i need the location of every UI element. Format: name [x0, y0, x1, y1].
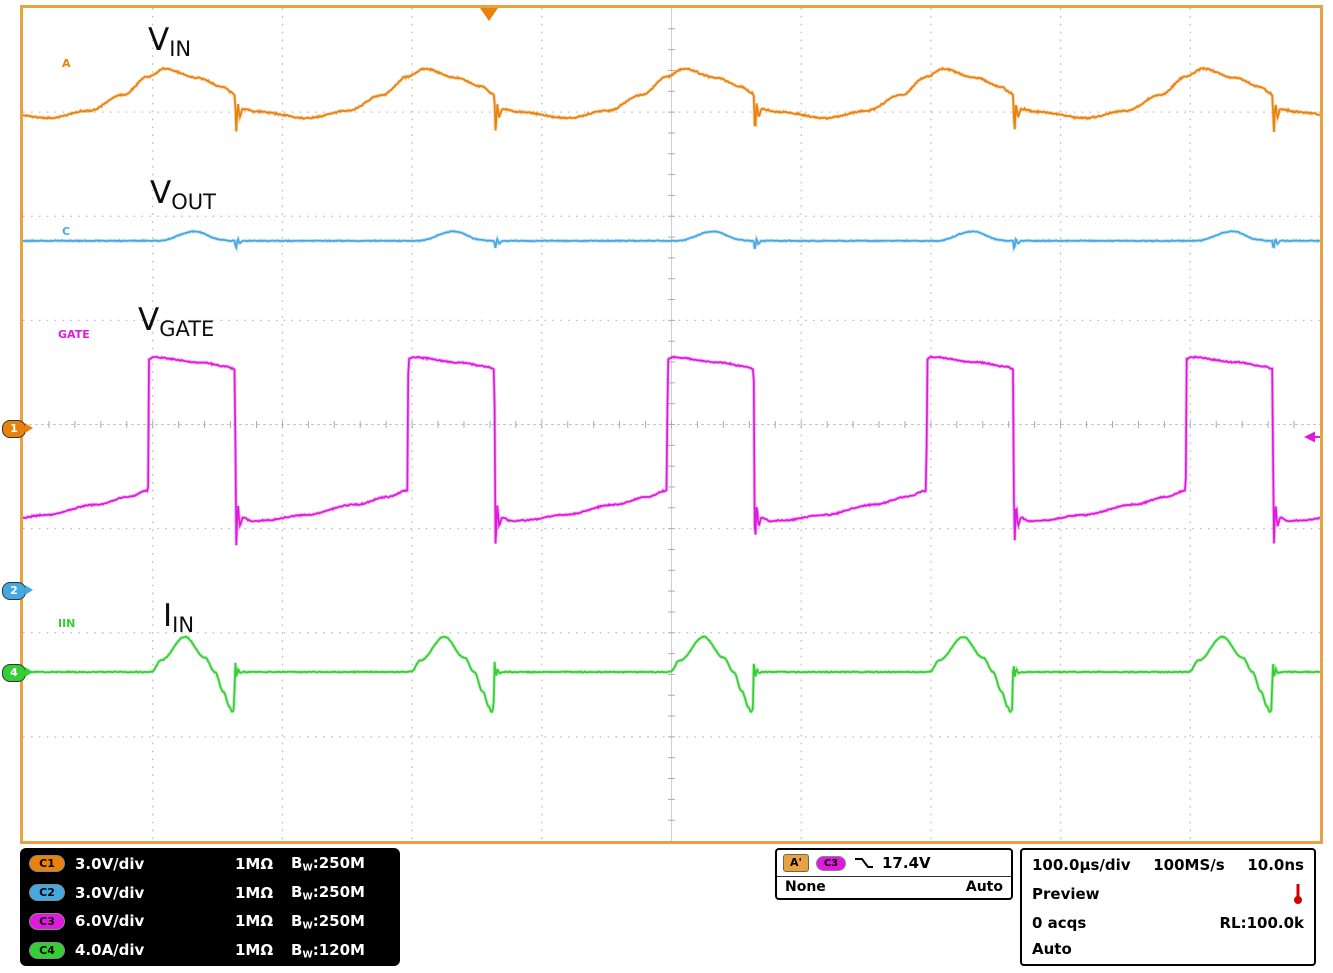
- acquisition-count: 0 acqs: [1032, 914, 1086, 932]
- channel4-impedance: 1MΩ: [235, 941, 291, 959]
- trigger-level-arrow-icon[interactable]: [1304, 432, 1315, 443]
- channel2-ground-marker[interactable]: 2: [2, 582, 26, 600]
- oscilloscope-screen: VIN VOUT VGATE IIN A C GATE IIN 1 2 4 C1…: [0, 0, 1333, 973]
- channel4-badge[interactable]: C4: [29, 942, 65, 959]
- waveform-display: [23, 8, 1320, 841]
- trigger-mode: Auto: [966, 879, 1003, 895]
- channel2-marker-arrow-icon: [25, 585, 33, 595]
- channel1-marker-arrow-icon: [25, 423, 33, 433]
- thermometer-icon: [1292, 882, 1304, 906]
- channel-tag-a: A: [62, 57, 71, 70]
- trigger-a-badge[interactable]: A': [783, 854, 809, 872]
- channel3-readout-row[interactable]: C3 6.0V/div 1MΩ BW:250M: [29, 912, 391, 931]
- trigger-readout-box[interactable]: A' C3 17.4V None Auto: [775, 848, 1013, 900]
- label-vout: VOUT: [150, 175, 216, 214]
- channel3-badge[interactable]: C3: [29, 913, 65, 930]
- channel2-badge[interactable]: C2: [29, 884, 65, 901]
- channel4-bandwidth: BW:120M: [291, 941, 391, 960]
- horizontal-readout-box[interactable]: 100.0µs/div 100MS/s 10.0ns Preview 0 acq…: [1020, 848, 1316, 966]
- label-iin: IIN: [163, 598, 194, 637]
- channel1-ground-marker[interactable]: 1: [2, 420, 26, 438]
- channel1-readout-row[interactable]: C1 3.0V/div 1MΩ BW:250M: [29, 854, 391, 873]
- channel-tag-iin: IIN: [58, 617, 75, 630]
- channel3-bandwidth: BW:250M: [291, 912, 391, 931]
- channel4-scale: 4.0A/div: [75, 941, 235, 959]
- acquisition-mode: Auto: [1032, 940, 1072, 958]
- timebase-value: 100.0µs/div: [1032, 856, 1131, 874]
- channel1-scale: 3.0V/div: [75, 855, 235, 873]
- channel-readout-box[interactable]: C1 3.0V/div 1MΩ BW:250M C2 3.0V/div 1MΩ …: [20, 848, 400, 966]
- channel-tag-gate: GATE: [58, 328, 90, 341]
- label-vgate: VGATE: [138, 302, 214, 341]
- trigger-level-value: 17.4V: [882, 854, 931, 872]
- falling-edge-icon: [853, 855, 875, 871]
- channel2-bandwidth: BW:250M: [291, 883, 391, 902]
- record-length: RL:100.0k: [1219, 914, 1304, 932]
- channel1-bandwidth: BW:250M: [291, 854, 391, 873]
- channel4-readout-row[interactable]: C4 4.0A/div 1MΩ BW:120M: [29, 941, 391, 960]
- trigger-position-marker[interactable]: [480, 8, 498, 21]
- channel3-impedance: 1MΩ: [235, 912, 291, 930]
- channel3-scale: 6.0V/div: [75, 912, 235, 930]
- resolution-value: 10.0ns: [1247, 856, 1304, 874]
- acquisition-status: Preview: [1032, 885, 1100, 903]
- channel1-badge[interactable]: C1: [29, 855, 65, 872]
- graticule: VIN VOUT VGATE IIN A C GATE IIN: [20, 5, 1323, 844]
- trigger-source-badge[interactable]: C3: [816, 856, 846, 871]
- channel2-readout-row[interactable]: C2 3.0V/div 1MΩ BW:250M: [29, 883, 391, 902]
- channel1-impedance: 1MΩ: [235, 855, 291, 873]
- channel4-ground-marker[interactable]: 4: [2, 664, 26, 682]
- channel2-scale: 3.0V/div: [75, 884, 235, 902]
- channel2-impedance: 1MΩ: [235, 884, 291, 902]
- sample-rate-value: 100MS/s: [1153, 856, 1224, 874]
- channel-tag-c: C: [62, 225, 70, 238]
- channel4-marker-arrow-icon: [25, 667, 33, 677]
- trigger-holdoff: None: [785, 879, 826, 895]
- label-vin: VIN: [148, 22, 191, 61]
